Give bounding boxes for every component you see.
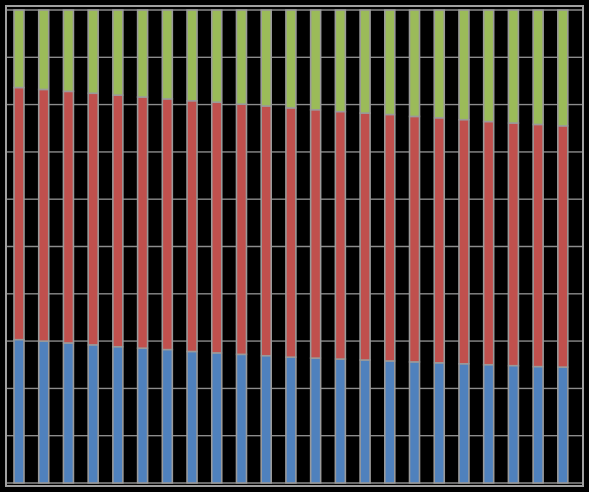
bar-segment-20-s3 [482, 9, 495, 123]
bar-segment-1-s1 [13, 338, 25, 484]
bar-segment-15-s2 [359, 112, 371, 361]
bar-segment-7-s2 [161, 98, 174, 351]
bar-segment-9-s2 [210, 101, 223, 354]
bar-segment-11-s2 [260, 105, 273, 357]
bar-segment-12-s1 [285, 356, 297, 484]
bar-segment-12-s3 [285, 9, 297, 109]
bar-segment-22-s3 [532, 9, 544, 126]
bar-segment-20-s2 [482, 120, 495, 366]
bar-series [13, 9, 569, 484]
bar-segment-17-s1 [408, 361, 421, 484]
bar-segment-15-s3 [359, 9, 371, 114]
bar-segment-10-s3 [235, 9, 248, 105]
bar-segment-15-s1 [359, 359, 371, 484]
bar-segment-21-s2 [507, 122, 520, 367]
bar-segment-7-s3 [161, 9, 174, 100]
bar-segment-4-s1 [87, 344, 99, 484]
bar-segment-7-s1 [161, 348, 174, 484]
bar-segment-6-s1 [136, 347, 149, 484]
bar-segment-6-s2 [136, 96, 149, 349]
plot-frame [5, 5, 584, 487]
bar-segment-12-s2 [285, 107, 297, 358]
bar-segment-23-s3 [557, 9, 569, 127]
bar-segment-13-s1 [309, 357, 322, 484]
bar-segment-13-s3 [309, 9, 322, 111]
bar-segment-17-s3 [408, 9, 421, 118]
bar-segment-16-s3 [383, 9, 396, 116]
bar-segment-21-s3 [507, 9, 520, 124]
bar-segment-20-s1 [482, 363, 495, 484]
bar-segment-11-s3 [260, 9, 273, 107]
bar-segment-14-s1 [334, 358, 347, 484]
bar-segment-18-s3 [433, 9, 446, 119]
bar-segment-3-s1 [62, 342, 75, 484]
bar-segment-13-s2 [309, 109, 322, 359]
bar-segment-5-s1 [112, 345, 124, 484]
bar-segment-21-s1 [507, 364, 520, 484]
bar-segment-19-s2 [458, 118, 470, 365]
bar-segment-8-s2 [186, 100, 198, 353]
bar-segment-1-s2 [13, 86, 25, 341]
bar-segment-19-s3 [458, 9, 470, 121]
bar-segment-3-s2 [62, 90, 75, 344]
bar-segment-22-s1 [532, 365, 544, 484]
bar-segment-10-s2 [235, 103, 248, 356]
bar-segment-9-s1 [210, 352, 223, 484]
bar-segment-8-s1 [186, 350, 198, 484]
bar-segment-8-s3 [186, 9, 198, 102]
bar-segment-18-s2 [433, 117, 446, 364]
bar-segment-5-s3 [112, 9, 124, 96]
bar-segment-6-s3 [136, 9, 149, 98]
bar-segment-1-s3 [13, 9, 25, 89]
bar-segment-22-s2 [532, 123, 544, 368]
bar-segment-16-s2 [383, 113, 396, 362]
bar-segment-2-s2 [37, 88, 50, 342]
bar-segment-2-s1 [37, 340, 50, 484]
bar-segment-14-s3 [334, 9, 347, 113]
bar-segment-11-s1 [260, 354, 273, 484]
bar-segment-23-s1 [557, 366, 569, 484]
bar-segment-23-s2 [557, 125, 569, 368]
bar-segment-17-s2 [408, 115, 421, 363]
bar-segment-14-s2 [334, 110, 347, 360]
bar-segment-5-s2 [112, 94, 124, 348]
bar-segment-4-s3 [87, 9, 99, 95]
bar-segment-9-s3 [210, 9, 223, 104]
bar-segment-18-s1 [433, 362, 446, 484]
bar-segment-16-s1 [383, 360, 396, 484]
bar-segment-4-s2 [87, 92, 99, 346]
bar-segment-10-s1 [235, 353, 248, 484]
bar-segment-19-s1 [458, 363, 470, 484]
bar-segment-2-s3 [37, 9, 50, 91]
bar-segment-3-s3 [62, 9, 75, 93]
